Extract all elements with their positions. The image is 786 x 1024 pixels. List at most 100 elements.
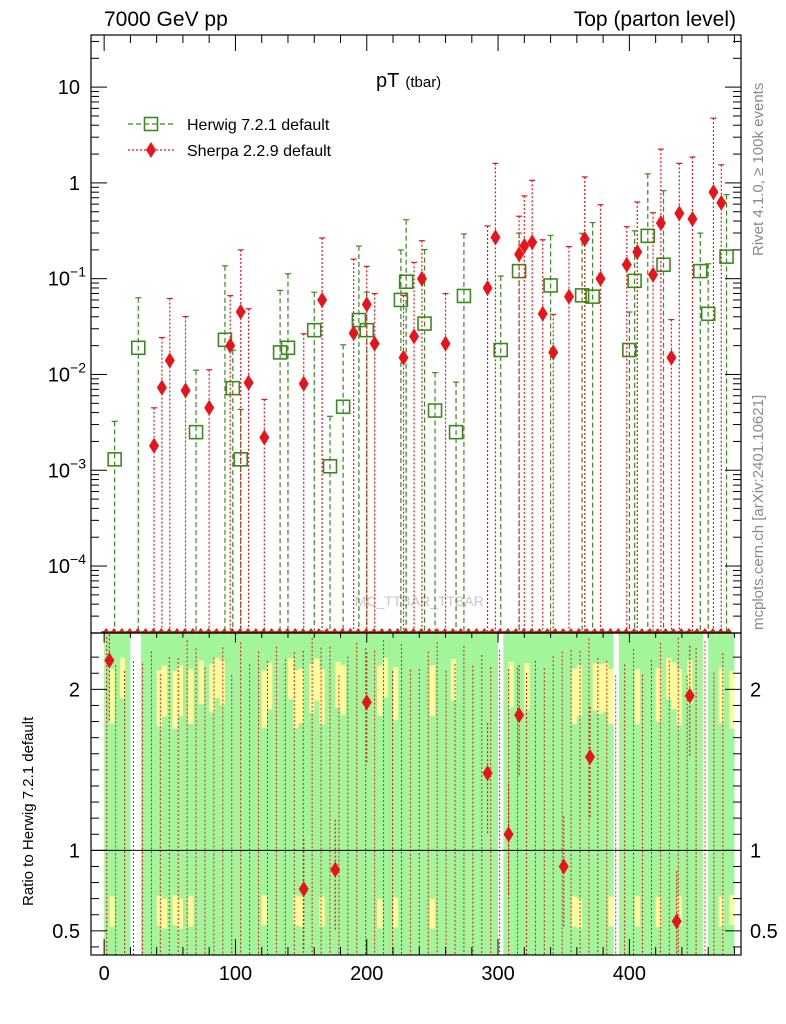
ratio-band-outer [335,661,341,708]
sherpa-marker [482,279,493,296]
sherpa-floor-point [544,628,551,633]
sherpa-marker [298,880,309,897]
watermark: MC_TTBAR_TTBAR [355,593,484,609]
sherpa-floor-point [221,628,228,633]
x-tick-label: 0 [99,963,110,985]
ratio-band-outer [429,665,436,716]
ratio-band-outer [219,660,225,706]
ratio-band-outer [177,898,183,929]
sherpa-floor-point [134,628,141,633]
herwig-marker [448,424,464,440]
sherpa-floor-point [418,628,425,633]
sherpa-floor-point [686,628,693,633]
ratio-band-outer [287,658,294,700]
ratio-y-tick-label: 2 [69,679,80,701]
ratio-band-outer [393,897,399,928]
legend-herwig-label: Herwig 7.2.1 default [187,117,330,134]
sherpa-marker [243,374,254,391]
x-tick-label: 100 [219,963,252,985]
y-tick-label: 10−3 [48,455,86,482]
sherpa-marker [537,305,548,322]
ratio-band-outer [729,895,735,926]
ratio-band-outer [209,663,215,713]
sherpa-marker [558,858,569,875]
sherpa-marker [671,913,682,930]
sherpa-floor-point [457,628,464,633]
ratio-band-outer [293,895,299,926]
sherpa-marker [180,382,191,399]
ratio-band-outer [314,658,320,701]
sherpa-marker [563,288,574,305]
sherpa-floor-point [158,628,165,633]
ratio-band-outer [576,898,583,929]
sherpa-marker [708,184,719,201]
x-tick-label: 300 [481,963,514,985]
sherpa-marker [684,687,695,704]
sherpa-marker [527,234,538,251]
herwig-marker [719,249,734,264]
sherpa-floor-point [662,628,669,633]
herwig-marker [427,403,443,418]
sherpa-floor-point [244,628,251,633]
sherpa-floor-point [567,628,574,633]
ratio-band-outer [634,668,640,725]
herwig-marker [456,288,472,304]
sherpa-marker [409,328,420,345]
sherpa-floor-point [174,628,181,633]
sherpa-marker [490,229,501,246]
ratio-band-outer [161,665,168,717]
herwig-marker [130,340,146,356]
sherpa-marker [361,694,372,711]
sherpa-floor-point [237,628,244,633]
sherpa-marker [348,325,359,342]
sherpa-marker [716,194,727,211]
sherpa-floor-point [189,628,196,633]
ratio-band-outer [261,895,267,926]
herwig-marker [656,257,671,272]
ratio-band-gap [498,633,504,955]
ratio-band-outer [608,668,614,724]
sherpa-marker [655,215,666,232]
sherpa-floor-point [371,628,378,633]
ratio-band-outer [172,670,178,729]
ratio-band-outer [298,668,304,724]
sherpa-marker [416,270,427,287]
sherpa-floor-point [378,628,385,633]
ratio-band-outer [576,665,583,717]
sherpa-floor-point [583,628,590,633]
sherpa-floor-point [315,628,322,633]
x-tick-label: 400 [613,963,646,985]
ratio-band-outer [655,667,661,722]
sherpa-floor-point [449,628,456,633]
ratio-band-outer [377,665,383,716]
ratio-band-outer [214,657,220,698]
sherpa-floor-point [323,628,330,633]
sherpa-marker [666,349,677,366]
sherpa-floor-point [560,628,567,633]
sherpa-floor-point [355,628,362,633]
sherpa-marker [164,352,175,369]
herwig-marker [233,452,248,467]
ratio-band-outer [261,670,267,728]
sherpa-floor-point [197,628,204,633]
ratio-band-outer [450,658,457,701]
sherpa-floor-point [181,628,188,633]
ratio-band-outer [608,896,614,927]
ratio-band-outer [156,670,162,728]
sherpa-floor-point [717,628,724,633]
sherpa-floor-point [111,628,118,633]
sherpa-marker [621,256,632,273]
sherpa-floor-point [205,628,212,633]
sherpa-marker [259,429,270,446]
sherpa-floor-point [473,628,480,633]
sherpa-marker [225,337,236,354]
herwig-marker [280,340,296,356]
ratio-band-outer [198,660,204,705]
sherpa-marker [632,243,643,260]
sherpa-floor-point [426,628,433,633]
sherpa-marker [687,210,698,227]
ratio-band-outer [393,667,399,721]
ratio-band-outer [188,668,194,724]
ratio-y-tick-label-right: 0.5 [750,921,778,943]
